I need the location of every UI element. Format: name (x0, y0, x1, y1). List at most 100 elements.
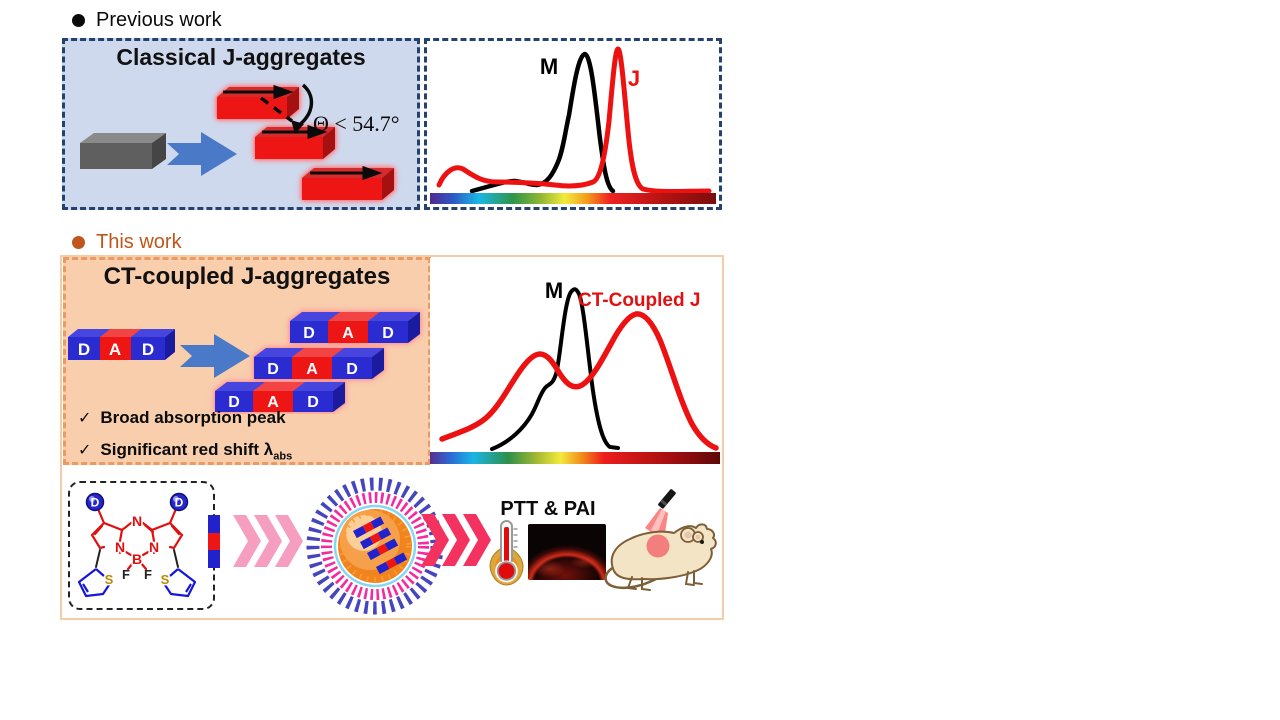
core-tick-ring (339, 510, 411, 582)
feature-text: Significant red shift λ (100, 440, 274, 460)
feature-red-shift: ✓ Significant red shift λabs (78, 440, 292, 462)
j-curve (436, 46, 712, 194)
classical-panel: Classical J-aggregates (62, 38, 420, 210)
chevron-arrow-crimson (421, 514, 491, 566)
donor-label: D (175, 496, 184, 510)
bodipy-molecule: D D N N N B F F S S (77, 492, 197, 598)
check-icon: ✓ (78, 410, 92, 427)
dipole-arrows (223, 84, 383, 181)
dad-letter: D (142, 340, 154, 359)
dad-block-bottom: D A D (215, 382, 345, 412)
dad-block-top: D A D (290, 312, 420, 343)
this-work-header: This work (72, 231, 182, 254)
previous-work-label: Previous work (96, 9, 222, 31)
ct-aggregation-scheme: D A D D A D (68, 312, 420, 412)
atom-n-left: N (115, 539, 125, 555)
dad-letter: A (267, 394, 279, 411)
atom-f-left: F (122, 567, 130, 582)
dad-letter: D (228, 394, 240, 411)
dad-letter: A (342, 325, 354, 342)
monomer-label: M (545, 278, 563, 303)
dad-letter: A (109, 340, 121, 359)
mouse-ear-back-inner (684, 531, 692, 539)
ct-coupled-panel: CT-coupled J-aggregates D A D (63, 257, 431, 465)
acceptor-segment (208, 532, 220, 551)
dad-letter: D (78, 340, 90, 359)
mouse-tail (604, 564, 658, 590)
thermometer-bulb (496, 561, 517, 581)
dad-letter: D (307, 394, 319, 411)
nanoparticle-micelle (306, 477, 444, 615)
mouse-eye (700, 540, 704, 544)
scale-ticks (513, 528, 518, 548)
photoacoustic-image (528, 524, 606, 580)
classical-spectrum: M J (436, 46, 712, 194)
dad-letter: D (303, 325, 315, 342)
atom-n-top: N (132, 513, 142, 529)
atom-f-right: F (144, 567, 152, 582)
j-label: J (628, 66, 640, 91)
atom-b: B (132, 551, 142, 567)
previous-work-header: Previous work (72, 9, 222, 32)
this-work-label: This work (96, 231, 182, 253)
donor-segment (208, 550, 220, 569)
monomer-label: M (540, 54, 558, 79)
feature-list: ✓ Broad absorption peak ✓ Significant re… (78, 408, 292, 473)
aggregation-arrow (167, 132, 237, 176)
donor-segment (208, 515, 220, 533)
tumor-spot (646, 534, 670, 558)
ct-spectrum-panel: M CT-Coupled J (430, 258, 722, 465)
laser-pointer-icon (658, 489, 676, 509)
dad-letter: D (382, 325, 394, 342)
chevron-arrow-pink (233, 515, 303, 567)
classical-panel-title: Classical J-aggregates (116, 44, 366, 70)
wavelength-colorbar (430, 452, 720, 464)
atom-n-right: N (149, 539, 159, 555)
packed-dad-stacks (353, 516, 408, 575)
mouse-illustration (604, 489, 717, 591)
feature-sub: abs (273, 450, 293, 463)
this-work-container (60, 255, 724, 620)
mouse-legs (626, 570, 703, 591)
aggregation-arrow (180, 334, 250, 378)
application-label: PTT & PAI (500, 498, 596, 520)
slip-angle-indicator (259, 83, 314, 134)
bodipy-structure-box: D D N N N B F F S S (68, 481, 215, 610)
bullet-icon (72, 14, 85, 27)
laser-beam-core (651, 509, 666, 534)
thiophene-rings (77, 568, 197, 598)
bullet-icon (72, 236, 85, 249)
monomer-curve (490, 287, 620, 451)
atom-s-left: S (105, 572, 114, 587)
aryl-bonds (95, 549, 179, 568)
ct-j-aggregate-blocks: D A D D A D (215, 312, 420, 412)
donor-sphere-left: D (85, 492, 105, 512)
red-j-aggregate-blocks (217, 87, 394, 200)
classical-spectrum-panel: M J (424, 38, 722, 210)
atom-s-right: S (161, 572, 170, 587)
donor-sphere-right: D (169, 492, 189, 512)
donor-label: D (91, 496, 100, 510)
wavelength-colorbar (430, 193, 716, 204)
mercury-column (504, 527, 509, 567)
mouse-ear-front-inner (695, 534, 701, 540)
dad-letter: D (346, 361, 358, 378)
dad-block-middle: D A D (254, 348, 384, 379)
dad-letter: A (306, 361, 318, 378)
feature-text: Broad absorption peak (100, 408, 286, 427)
thermometer-icon (489, 520, 524, 586)
atom-labels: N N N B F F S S (103, 512, 171, 589)
check-icon: ✓ (78, 442, 92, 460)
classical-aggregation-scheme: Θ < 54.7° (80, 83, 400, 200)
dipyrrin-core-bonds (90, 507, 184, 571)
dad-monomer-bar (208, 515, 220, 569)
ct-coupled-j-curve (439, 311, 719, 451)
dad-monomer-block: D A D (68, 329, 175, 360)
dad-letter: D (267, 361, 279, 378)
slip-angle-label: Θ < 54.7° (313, 111, 400, 136)
ct-panel-title: CT-coupled J-aggregates (103, 263, 391, 290)
polymer-corona-ring (321, 492, 429, 600)
feature-broad-absorption: ✓ Broad absorption peak (78, 408, 292, 430)
ct-spectrum: M CT-Coupled J (439, 278, 719, 451)
